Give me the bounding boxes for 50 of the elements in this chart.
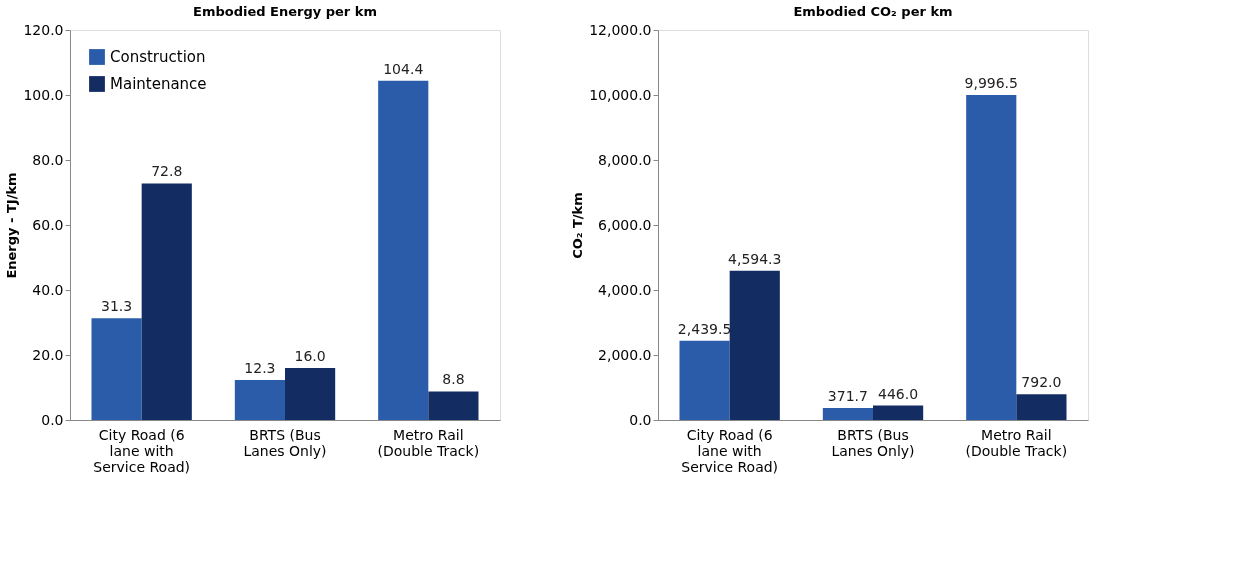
x-tick-label: BRTS (Bus Lanes Only) (243, 426, 327, 459)
y-tick-label: 8,000.0 (598, 151, 652, 168)
bar (234, 380, 285, 420)
data-label: 16.0 (294, 348, 326, 364)
data-label: 371.7 (827, 387, 868, 404)
data-label: 9,996.5 (964, 75, 1018, 92)
data-label: 446.0 (878, 385, 919, 402)
y-axis-title: CO₂ T/km (570, 192, 586, 259)
bar (285, 368, 336, 420)
bar (428, 391, 479, 420)
y-tick-label: 2,000.0 (598, 346, 652, 363)
data-label: 8.8 (442, 371, 465, 388)
bar (873, 405, 924, 420)
y-tick-label: 10,000.0 (589, 86, 652, 103)
data-label: 792.0 (1021, 374, 1062, 391)
chart-title: Embodied CO₂ per km (793, 4, 953, 19)
data-label: 4,594.3 (728, 250, 782, 267)
legend-label: Construction (110, 48, 206, 66)
x-tick-label: Metro Rail (Double Track) (377, 426, 480, 459)
y-tick-label: 0.0 (41, 411, 64, 428)
y-tick-label: 0.0 (629, 411, 652, 428)
y-tick-label: 6,000.0 (598, 216, 652, 233)
x-tick-label: City Road (6 lane with Service Road) (93, 426, 191, 475)
data-label: 104.4 (383, 60, 424, 77)
y-tick-label: 12,000.0 (589, 21, 652, 38)
legend-label: Maintenance (110, 75, 207, 93)
y-tick-label: 20.0 (32, 346, 64, 363)
data-label: 2,439.5 (677, 320, 732, 337)
bar (378, 80, 429, 420)
bar (141, 183, 192, 420)
bar (966, 95, 1017, 420)
data-label: 12.3 (244, 360, 276, 377)
y-tick-label: 80.0 (32, 151, 64, 168)
data-label: 72.8 (151, 163, 183, 180)
bar (91, 318, 142, 420)
bar (822, 407, 873, 420)
chart-title: Embodied Energy per km (193, 4, 377, 19)
bar (1016, 394, 1067, 420)
x-tick-label: BRTS (Bus Lanes Only) (831, 426, 915, 459)
x-tick-label: Metro Rail (Double Track) (965, 426, 1068, 459)
y-tick-label: 40.0 (32, 281, 64, 298)
y-tick-label: 60.0 (32, 216, 64, 233)
x-tick-label: City Road (6 lane with Service Road) (681, 426, 779, 475)
y-tick-label: 120.0 (23, 21, 64, 38)
data-label: 31.3 (101, 298, 133, 315)
bar (729, 270, 780, 420)
y-tick-label: 4,000.0 (598, 281, 652, 298)
y-tick-label: 100.0 (23, 86, 64, 103)
y-axis-title: Energy - TJ/km (4, 172, 20, 279)
bar (679, 340, 730, 420)
